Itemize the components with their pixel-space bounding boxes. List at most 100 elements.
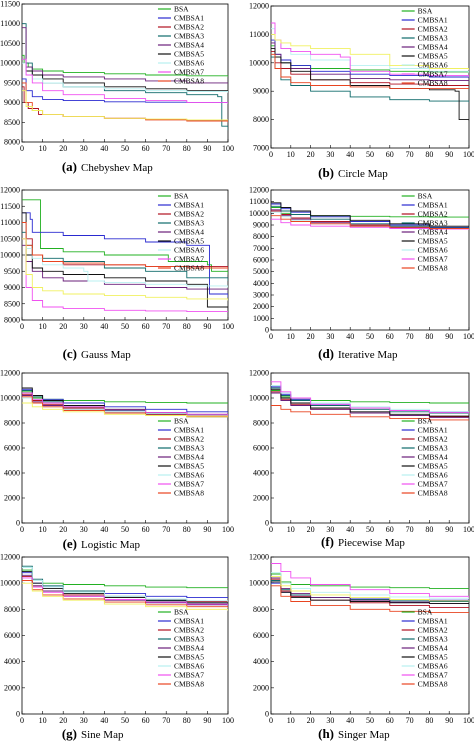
legend-label: CMBSA5: [174, 462, 204, 471]
x-tick-label: 30: [326, 332, 334, 341]
x-tick-label: 90: [445, 525, 453, 534]
legend-label: CMBSA4: [418, 453, 448, 462]
y-tick-label: 8000: [253, 605, 269, 614]
x-tick-label: 40: [100, 144, 108, 153]
x-tick-label: 90: [445, 716, 453, 725]
y-tick-label: 2000: [253, 302, 269, 311]
y-tick-label: 0: [16, 710, 20, 719]
y-tick-label: 12000: [249, 553, 269, 562]
legend-label: CMBSA2: [174, 435, 204, 444]
series-line-extra: [271, 576, 469, 602]
y-tick-label: 4000: [4, 657, 20, 666]
legend-label: CMBSA3: [174, 635, 204, 644]
legend-label: CMBSA4: [174, 644, 204, 653]
legend-label: CMBSA1: [174, 617, 204, 626]
caption-letter: (g): [62, 726, 77, 741]
y-tick-label: 10000: [249, 579, 269, 588]
x-tick-label: 20: [307, 525, 315, 534]
x-tick-label: 40: [346, 525, 354, 534]
legend-label: CMBSA2: [174, 210, 204, 219]
legend-label: BSA: [174, 417, 189, 426]
x-tick-label: 80: [425, 716, 433, 725]
legend-label: CMBSA6: [418, 246, 448, 255]
y-tick-label: 10000: [249, 58, 269, 67]
x-tick-label: 40: [346, 332, 354, 341]
legend-label: BSA: [174, 192, 189, 201]
x-tick-label: 60: [142, 716, 150, 725]
legend-label: CMBSA5: [418, 237, 448, 246]
x-tick-label: 50: [121, 716, 129, 725]
y-tick-label: 8000: [4, 419, 20, 428]
legend-label: CMBSA1: [174, 14, 204, 23]
legend-label: CMBSA2: [418, 210, 448, 219]
legend-label: BSA: [174, 608, 189, 617]
y-tick-label: 2000: [253, 494, 269, 503]
y-tick-label: 8000: [253, 115, 269, 124]
legend-label: CMBSA7: [174, 671, 204, 680]
x-tick-label: 50: [366, 150, 374, 159]
x-tick-label: 20: [307, 332, 315, 341]
x-tick-label: 0: [269, 150, 273, 159]
series-group: [22, 199, 228, 313]
x-tick-label: 80: [425, 525, 433, 534]
x-tick-label: 100: [222, 716, 234, 725]
legend-label: CMBSA1: [418, 16, 448, 25]
x-tick-label: 30: [80, 716, 88, 725]
legend-label: BSA: [418, 7, 433, 16]
y-tick-label: 11000: [249, 30, 269, 39]
legend-label: CMBSA6: [174, 59, 204, 68]
legend-label: CMBSA5: [174, 237, 204, 246]
y-tick-label: 11500: [0, 202, 20, 211]
y-tick-label: 4000: [253, 657, 269, 666]
x-tick-label: 80: [425, 332, 433, 341]
y-tick-label: 1000: [253, 314, 269, 323]
caption-letter: (c): [63, 346, 77, 361]
series-group: [22, 387, 228, 421]
x-tick-label: 60: [142, 322, 150, 331]
y-tick-label: 11500: [0, 0, 20, 9]
legend-label: CMBSA7: [174, 68, 204, 77]
y-tick-label: 6000: [4, 444, 20, 453]
panel-gauss: 0 10 20 30 40 50 60 70 80 90 100 8000 8500 9000 9500 10…: [0, 186, 234, 362]
y-tick-label: 12000: [249, 2, 269, 11]
caption-text: Chebyshev Map: [81, 162, 153, 174]
x-tick-label: 40: [100, 322, 108, 331]
x-tick-label: 80: [425, 150, 433, 159]
legend-label: CMBSA6: [174, 246, 204, 255]
x-tick-label: 50: [366, 332, 374, 341]
legend-label: CMBSA7: [418, 255, 448, 264]
x-tick-label: 100: [463, 332, 474, 341]
series-line-cmbsa7: [22, 58, 228, 104]
y-tick-label: 11000: [0, 218, 20, 227]
x-tick-label: 100: [463, 716, 474, 725]
y-tick-label: 12000: [0, 369, 20, 378]
legend-label: CMBSA2: [174, 23, 204, 32]
series-line-cmbsa8: [22, 580, 228, 608]
legend-label: CMBSA6: [418, 61, 448, 70]
legend-label: CMBSA3: [174, 219, 204, 228]
x-tick-label: 70: [406, 525, 414, 534]
caption-text: Singer Map: [338, 729, 390, 741]
legend-label: CMBSA4: [174, 228, 204, 237]
y-tick-label: 4000: [4, 469, 20, 478]
caption-letter: (e): [63, 536, 77, 551]
series-line-extra: [271, 33, 469, 70]
panel-chebyshev: 0 10 20 30 40 50 60 70 80 90 100 8000 8500 9000 9500 10…: [0, 0, 234, 174]
x-tick-label: 60: [386, 525, 394, 534]
legend-label: CMBSA5: [174, 50, 204, 59]
series-line-extra: [22, 402, 228, 418]
series-line-cmbsa7: [271, 563, 469, 598]
legend-label: CMBSA8: [418, 264, 448, 273]
legend-label: CMBSA8: [174, 680, 204, 689]
legend-label: CMBSA6: [174, 471, 204, 480]
x-tick-label: 80: [183, 716, 191, 725]
series-line-cmbsa8: [271, 53, 469, 89]
legend-label: CMBSA3: [418, 635, 448, 644]
series-line-cmbsa7: [22, 392, 228, 416]
caption-text: Iterative Map: [338, 349, 398, 361]
x-tick-label: 50: [366, 716, 374, 725]
x-tick-label: 100: [222, 525, 234, 534]
legend-label: CMBSA3: [174, 32, 204, 41]
legend-label: BSA: [174, 5, 189, 14]
series-line-cmbsa1: [22, 212, 228, 298]
